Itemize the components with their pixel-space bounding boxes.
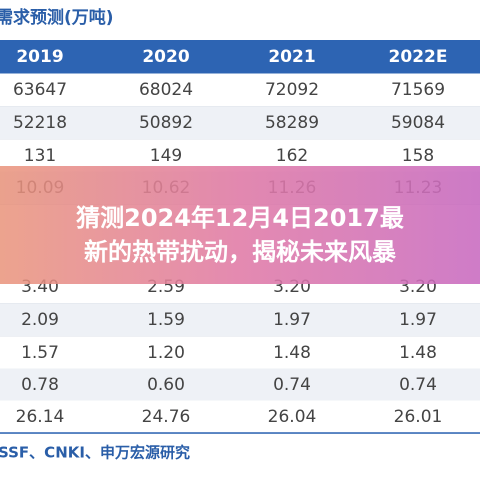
cell: 162 <box>276 146 308 166</box>
cell: 0.74 <box>273 375 311 395</box>
cell: 26.01 <box>394 407 443 427</box>
cell: 158 <box>402 146 434 166</box>
cell: 0.78 <box>21 375 59 395</box>
row-bg <box>0 336 480 370</box>
cell: 1.59 <box>147 310 185 330</box>
cell: 50892 <box>139 113 193 133</box>
row-bg <box>0 400 480 434</box>
cell: 1.48 <box>399 343 437 363</box>
column-header: 2019 <box>16 47 63 67</box>
cell: 68024 <box>139 80 193 100</box>
column-header: 2021 <box>268 47 315 67</box>
row-bg <box>0 106 480 140</box>
header-row <box>0 40 480 74</box>
source: SSF、CNKI、申万宏源研究 <box>0 444 190 462</box>
cell: 1.20 <box>147 343 185 363</box>
row-bg <box>0 303 480 337</box>
cell: 63647 <box>13 80 67 100</box>
column-header: 2022E <box>389 47 448 67</box>
banner-line: 新的热带扰动，揭秘未来风暴 <box>84 238 397 266</box>
cell: 0.60 <box>147 375 185 395</box>
cell: 0.74 <box>399 375 437 395</box>
cell: 2.09 <box>21 310 59 330</box>
cell: 149 <box>150 146 182 166</box>
cell: 52218 <box>13 113 67 133</box>
cell: 24.76 <box>142 407 191 427</box>
cell: 1.57 <box>21 343 59 363</box>
cell: 1.97 <box>273 310 311 330</box>
cell: 71569 <box>391 80 445 100</box>
cell: 59084 <box>391 113 445 133</box>
row-bg <box>0 73 480 107</box>
column-header: 2020 <box>142 47 189 67</box>
table-title: 需求预测(万吨) <box>0 7 114 28</box>
cell: 1.48 <box>273 343 311 363</box>
cell: 58289 <box>265 113 319 133</box>
banner-line: 猜测2024年12月4日2017最 <box>75 204 405 232</box>
cell: 26.04 <box>268 407 317 427</box>
row-bg <box>0 368 480 402</box>
cell: 1.97 <box>399 310 437 330</box>
cell: 26.14 <box>16 407 65 427</box>
cell: 131 <box>24 146 56 166</box>
banner <box>0 166 480 284</box>
cell: 72092 <box>265 80 319 100</box>
